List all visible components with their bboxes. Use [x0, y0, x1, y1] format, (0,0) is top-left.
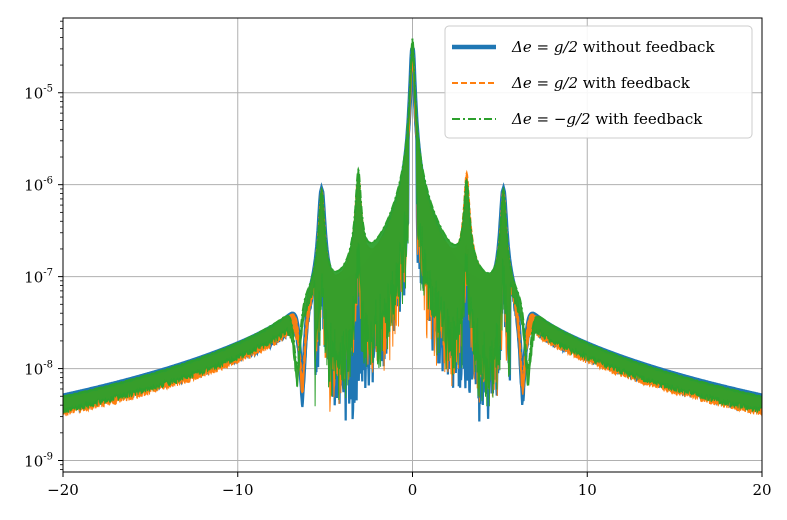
legend-label-text: without feedback [578, 38, 715, 56]
legend-label-math: Δe = −g/2 [511, 110, 591, 128]
series-layer [63, 38, 762, 422]
series-3 [63, 38, 762, 414]
x-tick-label: −20 [47, 481, 79, 499]
y-tick-label: 10-8 [24, 360, 53, 379]
series-line [63, 38, 762, 398]
x-tick-label: 0 [408, 481, 418, 499]
legend-label: Δe = g/2 without feedback [511, 38, 715, 56]
x-tick-label: 10 [578, 481, 597, 499]
y-tick-label: 10-9 [24, 452, 53, 471]
legend-label-math: Δe = g/2 [511, 38, 578, 56]
legend-label: Δe = −g/2 with feedback [511, 110, 703, 128]
legend-label-math: Δe = g/2 [511, 74, 578, 92]
legend-label-text: with feedback [591, 110, 704, 128]
x-tick-label: −10 [222, 481, 254, 499]
legend-label-text: with feedback [578, 74, 691, 92]
x-tick-label: 20 [752, 481, 771, 499]
y-tick-label: 10-7 [24, 268, 53, 287]
ticks: −20 −10 0 10 20 10-9 10-8 10-7 10-6 10-5 [24, 20, 772, 499]
legend-box [444, 25, 753, 139]
y-tick-label: 10-6 [24, 176, 53, 195]
y-tick-label: 10-5 [24, 84, 53, 103]
legend-label: Δe = g/2 with feedback [511, 74, 691, 92]
